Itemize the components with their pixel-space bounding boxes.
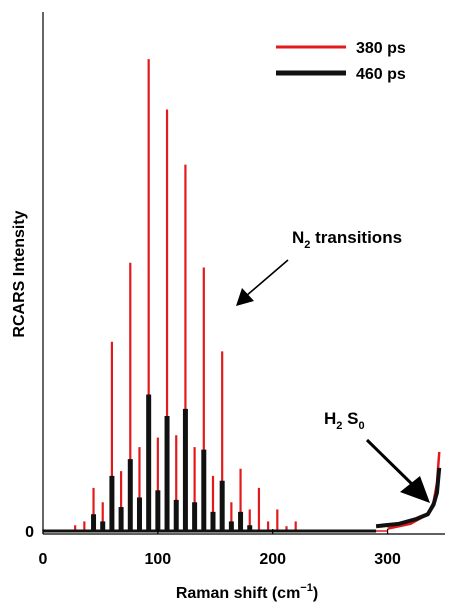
series-460-ps [43, 394, 442, 533]
annotation-h2-s0: H2 S0 [324, 409, 430, 503]
x-tick-label-200: 200 [259, 551, 286, 568]
annotation-h2-arrowhead [400, 476, 430, 503]
x-tick-label-0: 0 [39, 551, 48, 568]
x-tick-label-300: 300 [374, 551, 401, 568]
legend-label-460ps: 460 ps [356, 66, 406, 83]
annotation-h2-text: H2 S0 [324, 409, 365, 432]
y-ticks: 0 [25, 524, 34, 541]
legend-label-380ps: 380 ps [356, 40, 406, 57]
x-axis-label: Raman shift (cm−1) [176, 582, 318, 602]
annotation-n2-transitions: N2 transitions [236, 228, 402, 306]
annotation-h2-arrow [365, 438, 420, 492]
y-tick-label-0: 0 [25, 524, 34, 541]
x-axis-label-main: Raman shift (cm [176, 585, 300, 602]
annotation-n2-text: N2 transitions [292, 228, 402, 251]
rise-1 [375, 467, 442, 529]
x-axis-label-tail: ) [313, 585, 318, 602]
x-tick-label-100: 100 [145, 551, 172, 568]
annotation-n2-arrowhead [236, 288, 254, 306]
legend: 380 ps 460 ps [276, 40, 406, 83]
annotation-n2-arrow [245, 259, 289, 297]
y-axis-label: RCARS Intensity [11, 210, 28, 337]
series-layer [43, 59, 442, 533]
x-axis-label-sup: −1 [300, 582, 313, 594]
x-ticks: 0 100 200 300 [39, 529, 401, 568]
